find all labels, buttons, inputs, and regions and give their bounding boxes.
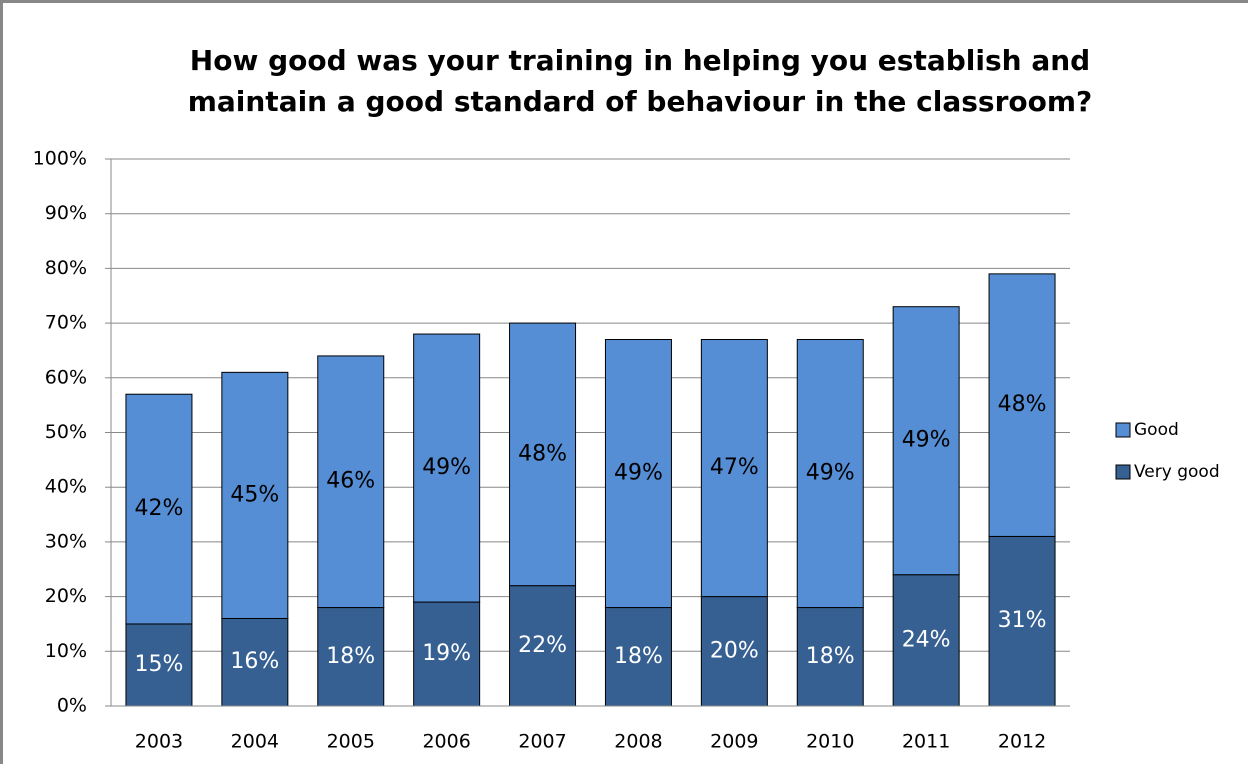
y-tick-label: 60% [45,366,87,388]
y-tick-label: 20% [45,585,87,607]
x-tick-label: 2008 [614,731,662,753]
bar-segment [892,306,960,576]
data-label: 18% [614,644,663,669]
chart-title: How good was your training in helping yo… [190,44,1090,77]
y-tick-label: 50% [45,421,87,443]
y-tick-label: 100% [33,148,87,170]
bar-segment [700,339,768,598]
y-tick-label: 30% [45,530,87,552]
data-label: 48% [998,392,1047,417]
legend-swatch [1115,422,1131,438]
bar-segment [413,601,481,707]
x-tick-label: 2011 [902,731,950,753]
bar-segment [221,617,289,707]
x-tick-label: 2009 [710,731,758,753]
x-tick-label: 2006 [422,731,470,753]
data-label: 18% [326,644,375,669]
bar-segment [221,371,289,619]
data-label: 24% [902,627,951,652]
y-tick-label: 90% [45,202,87,224]
data-label: 49% [614,461,663,486]
y-tick-label: 0% [57,695,87,717]
bar-segment [892,574,960,707]
data-label: 48% [518,441,567,466]
data-label: 22% [518,633,567,658]
data-label: 42% [134,496,183,521]
bar-segment [988,535,1056,707]
data-label: 47% [710,455,759,480]
y-tick-label: 40% [45,476,87,498]
data-label: 49% [806,461,855,486]
x-tick-label: 2012 [998,731,1046,753]
y-tick-label: 10% [45,640,87,662]
bar-segment [413,333,481,603]
bar-segment [317,355,385,609]
data-label: 19% [422,641,471,666]
x-tick-label: 2010 [806,731,854,753]
x-tick-label: 2007 [518,731,566,753]
data-label: 46% [326,469,375,494]
chart-title: maintain a good standard of behaviour in… [188,85,1093,118]
legend-label: Good [1134,420,1179,440]
bar-segment [604,339,672,609]
data-label: 31% [998,608,1047,633]
data-label: 15% [134,652,183,677]
bar-segment [125,393,193,625]
data-label: 45% [230,482,279,507]
data-label: 18% [806,644,855,669]
x-tick-label: 2003 [135,731,183,753]
bar-segment [317,607,385,707]
bar-segment [700,596,768,707]
x-tick-label: 2004 [231,731,279,753]
legend-label: Very good [1134,462,1220,482]
y-tick-label: 70% [45,312,87,334]
legend-swatch [1115,464,1131,480]
bar-segment [125,623,193,707]
data-label: 49% [902,428,951,453]
data-label: 49% [422,455,471,480]
data-label: 16% [230,649,279,674]
x-tick-label: 2005 [327,731,375,753]
data-label: 20% [710,638,759,663]
bar-segment [796,339,864,609]
y-tick-label: 80% [45,257,87,279]
bar-segment [988,273,1056,537]
bar-segment [509,322,577,587]
bar-segment [509,585,577,707]
